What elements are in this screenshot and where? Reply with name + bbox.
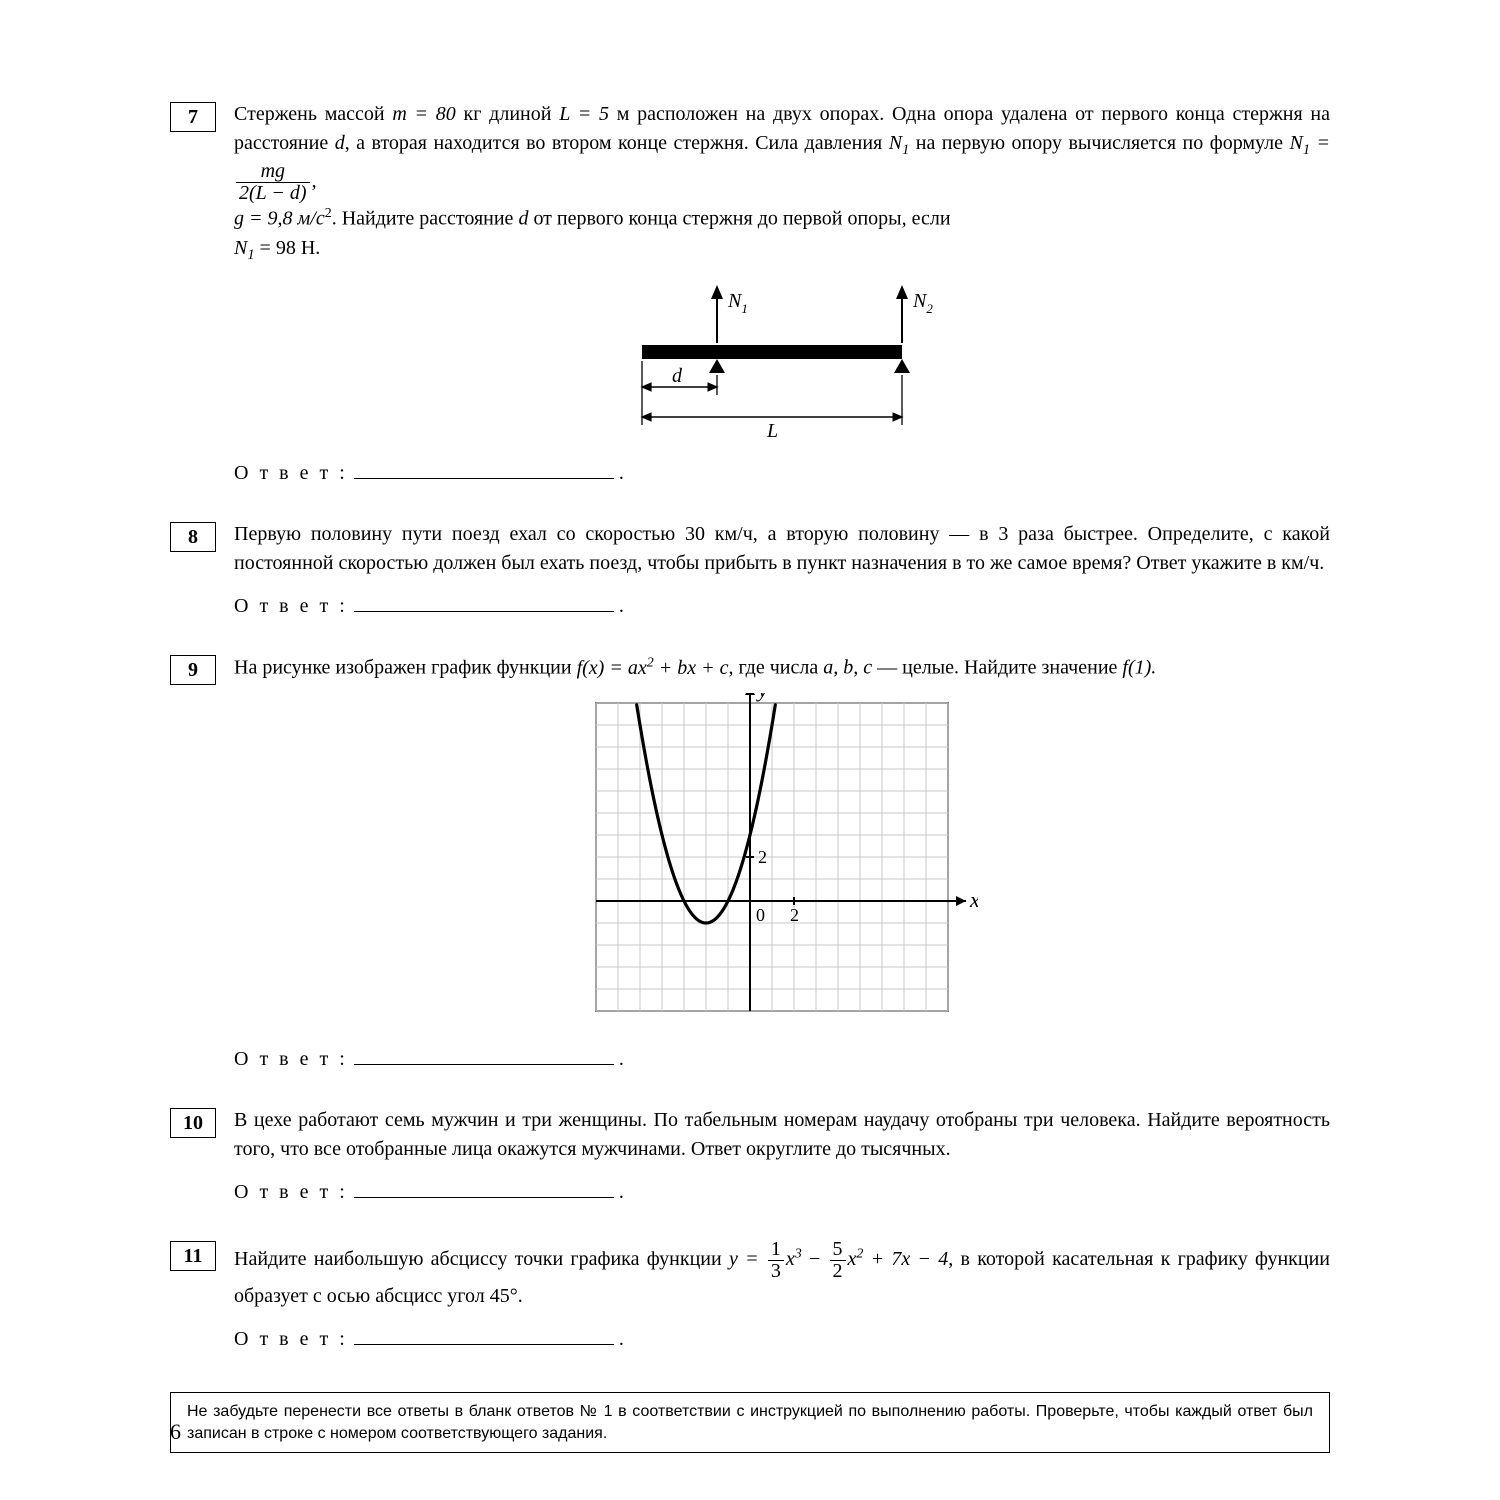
answer-blank[interactable] [354, 1048, 614, 1065]
problem-body: Первую половину пути поезд ехал со скоро… [234, 520, 1330, 635]
minus: − [802, 1248, 828, 1270]
frac-num: mg [236, 161, 310, 182]
beam-diagram: N1 N2 d L [234, 275, 1330, 445]
label-d: d [672, 365, 683, 387]
frac-5-2: 52 [830, 1239, 846, 1282]
var-N1: N1 [889, 132, 910, 154]
reminder-text: Не забудьте перенести все ответы в бланк… [187, 1403, 1313, 1442]
text: , а вторая находится во втором конце сте… [345, 132, 889, 154]
graph-svg: x y 0 2 2 [586, 693, 978, 1031]
svg-text:2: 2 [790, 905, 799, 925]
text: кг длиной [456, 103, 559, 125]
graph-diagram: x y 0 2 2 [234, 693, 1330, 1031]
answer-blank[interactable] [354, 1328, 614, 1345]
sup-2: 2 [325, 206, 332, 221]
problem-8: 8 Первую половину пути поезд ехал со ско… [170, 520, 1330, 635]
problem-7: 7 Стержень массой m = 80 кг длиной L = 5… [170, 100, 1330, 502]
answer-line: О т в е т : . [234, 1045, 1330, 1074]
abc: a, b, c [823, 657, 872, 679]
page-number: 6 [170, 1419, 181, 1445]
text: Первую половину пути поезд ехал со скоро… [234, 523, 1330, 574]
text: на первую опору вычисляется по формуле [909, 132, 1289, 154]
text: — целые. Найдите значение [872, 657, 1122, 679]
text: В цехе работают семь мужчин и три женщин… [234, 1109, 1330, 1160]
answer-blank[interactable] [354, 595, 614, 612]
answer-label: О т в е т : [234, 1328, 348, 1350]
label-N2: N2 [912, 290, 933, 316]
y-eq: y = [729, 1248, 766, 1270]
svg-text:y: y [756, 693, 768, 702]
text: Стержень массой [234, 103, 392, 125]
tail: + 7x − 4 [863, 1248, 948, 1270]
problem-11: 11 Найдите наибольшую абсциссу точки гра… [170, 1239, 1330, 1368]
answer-line: О т в е т : . [234, 592, 1330, 621]
answer-blank[interactable] [354, 1181, 614, 1198]
svg-text:2: 2 [758, 847, 767, 867]
var-d: d [335, 132, 345, 154]
text: , [312, 170, 317, 192]
frac-num: 5 [830, 1239, 846, 1260]
text: Найдите наибольшую абсциссу точки график… [234, 1248, 729, 1270]
label-L: L [766, 420, 778, 442]
x2: x2 [848, 1248, 864, 1270]
text: от первого конца стержня до первой опоры… [528, 208, 950, 230]
frac-den: 2(L − d) [236, 182, 310, 204]
frac-num: 1 [768, 1239, 784, 1260]
var-N1v: N1 [234, 237, 255, 259]
problem-10: 10 В цехе работают семь мужчин и три жен… [170, 1106, 1330, 1221]
page: 7 Стержень массой m = 80 кг длиной L = 5… [0, 0, 1500, 1500]
frac-den: 3 [768, 1260, 784, 1282]
beam-bar [642, 345, 902, 359]
answer-label: О т в е т : [234, 1181, 348, 1203]
support-2 [894, 359, 910, 373]
var-L: L = 5 [559, 103, 609, 125]
text: . Найдите расстояние [332, 208, 519, 230]
answer-label: О т в е т : [234, 462, 348, 484]
frac-den: 2 [830, 1260, 846, 1282]
problem-number-box: 11 [170, 1241, 216, 1271]
problem-body: Найдите наибольшую абсциссу точки график… [234, 1239, 1330, 1368]
support-1 [709, 359, 725, 373]
var-m: m = 80 [392, 103, 455, 125]
text: На рисунке изображен график функции [234, 657, 577, 679]
svg-text:0: 0 [756, 905, 765, 925]
answer-line: О т в е т : . [234, 1325, 1330, 1354]
answer-label: О т в е т : [234, 1048, 348, 1070]
text: , где числа [728, 657, 823, 679]
problem-body: Стержень массой m = 80 кг длиной L = 5 м… [234, 100, 1330, 502]
beam-svg: N1 N2 d L [602, 275, 962, 445]
answer-blank[interactable] [354, 462, 614, 479]
problem-number-box: 10 [170, 1108, 216, 1138]
problem-body: На рисунке изображен график функции f(x)… [234, 653, 1330, 1088]
svg-text:x: x [969, 887, 978, 912]
answer-line: О т в е т : . [234, 459, 1330, 488]
var-d: d [518, 208, 528, 230]
problem-number-box: 7 [170, 102, 216, 132]
reminder-box: Не забудьте перенести все ответы в бланк… [170, 1392, 1330, 1453]
x3: x3 [786, 1248, 802, 1270]
var-g: g = 9,8 м/с [234, 208, 325, 230]
label-N1: N1 [727, 290, 748, 316]
answer-line: О т в е т : . [234, 1178, 1330, 1207]
fx: f(x) = ax2 + bx + c [577, 657, 729, 679]
f1: f(1). [1122, 657, 1156, 679]
problem-body: В цехе работают семь мужчин и три женщин… [234, 1106, 1330, 1221]
formula-fraction: mg2(L − d) [236, 161, 310, 204]
var-N1-eq: N1 = [1290, 132, 1331, 154]
frac-1-3: 13 [768, 1239, 784, 1282]
text: = 98 Н. [255, 237, 321, 259]
problem-number-box: 8 [170, 522, 216, 552]
problem-9: 9 На рисунке изображен график функции f(… [170, 653, 1330, 1088]
answer-label: О т в е т : [234, 595, 348, 617]
problem-number-box: 9 [170, 655, 216, 685]
